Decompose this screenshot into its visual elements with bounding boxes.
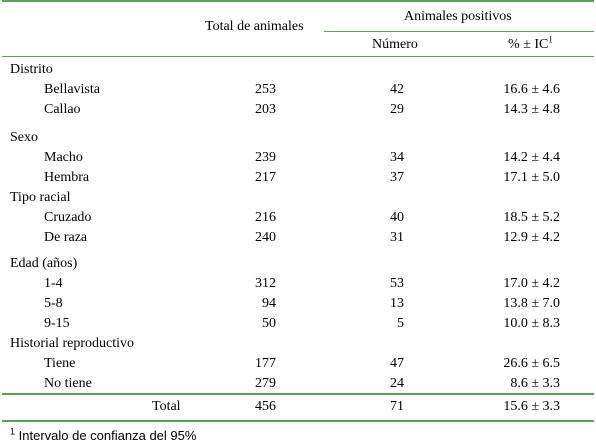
row-label: Cruzado [44,210,92,225]
row-numero: 29 [390,102,404,117]
section-title: Historial reproductivo [10,336,135,351]
footnote-text: Intervalo de confianza del 95% [18,428,197,443]
section-title: Distrito [10,62,53,77]
header-positivos: Animales positivos [404,9,512,24]
total-numero: 71 [390,399,404,414]
row-numero: 31 [390,230,404,245]
header-numero: Número [372,37,418,52]
row-total: 94 [262,296,276,311]
row-label: 9-15 [44,316,70,331]
row-total: 216 [255,210,276,225]
row-pct: 17.1 ± 5.0 [503,170,560,185]
header-pct: % ± IC1 [508,34,553,53]
row-numero: 42 [390,82,404,97]
section-title: Sexo [10,130,38,145]
top-rule [2,0,594,2]
row-label: Hembra [44,170,90,185]
row-numero: 5 [397,316,404,331]
row-pct: 12.9 ± 4.2 [503,230,560,245]
row-pct: 18.5 ± 5.2 [503,210,560,225]
row-total: 253 [255,82,276,97]
row-label: Macho [44,150,83,165]
section-title: Edad (años) [10,256,78,271]
row-label: 1-4 [44,276,63,291]
row-pct: 26.6 ± 6.5 [503,356,560,371]
row-numero: 40 [390,210,404,225]
header-pct-sup: 1 [548,34,553,45]
row-total: 217 [255,170,276,185]
total-bottom-rule [2,420,594,422]
row-pct: 16.6 ± 4.6 [503,82,560,97]
total-label: Total [152,399,181,414]
row-numero: 34 [390,150,404,165]
row-label: De raza [44,230,88,245]
row-numero: 13 [390,296,404,311]
row-total: 177 [255,356,276,371]
row-pct: 14.3 ± 4.8 [503,102,560,117]
row-total: 203 [255,102,276,117]
total-pct: 15.6 ± 3.3 [503,399,560,414]
total-top-rule [2,393,594,395]
row-label: No tiene [44,376,92,391]
row-total: 312 [255,276,276,291]
row-total: 279 [255,376,276,391]
row-pct: 17.0 ± 4.2 [503,276,560,291]
footnote: 1 Intervalo de confianza del 95% [10,426,197,443]
row-numero: 24 [390,376,404,391]
row-total: 240 [255,230,276,245]
row-label: Callao [44,102,81,117]
row-total: 239 [255,150,276,165]
header-bottom-rule [2,56,594,57]
row-numero: 53 [390,276,404,291]
row-pct: 10.0 ± 8.3 [503,316,560,331]
row-label: Tiene [44,356,76,371]
row-total: 50 [262,316,276,331]
row-pct: 14.2 ± 4.4 [503,150,560,165]
row-label: Bellavista [44,82,100,97]
row-pct: 13.8 ± 7.0 [503,296,560,311]
total-total: 456 [255,399,276,414]
row-numero: 47 [390,356,404,371]
section-title: Tipo racial [10,190,71,205]
row-label: 5-8 [44,296,63,311]
footnote-sup: 1 [10,426,16,437]
header-total: Total de animales [205,19,304,34]
row-numero: 37 [390,170,404,185]
header-pct-text: % ± IC [508,37,549,52]
row-pct: 8.6 ± 3.3 [510,376,560,391]
subheader-rule [324,31,594,32]
